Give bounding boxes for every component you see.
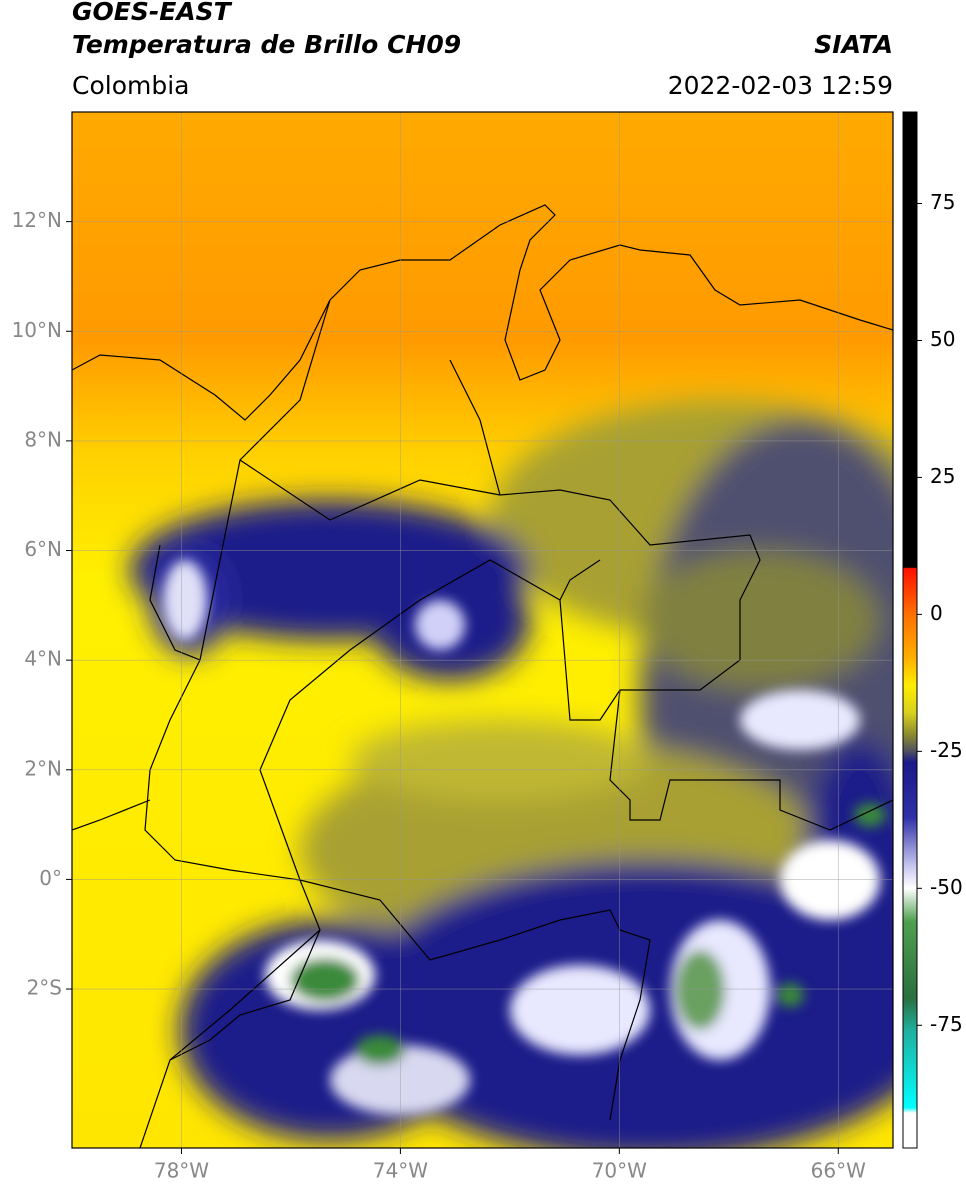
borders: [72, 204, 893, 1148]
graticule: [72, 112, 893, 1148]
y-tick-label: 2°S: [27, 976, 62, 1000]
y-tick-label: 12°N: [12, 208, 62, 232]
colorbar-tick-label: 75: [930, 190, 955, 214]
x-tick-label: 70°W: [592, 1159, 647, 1183]
source: SIATA: [814, 30, 893, 59]
x-tick-label: 66°W: [811, 1159, 866, 1183]
x-tick-label: 78°W: [154, 1159, 209, 1183]
colorbar-tick-label: -75: [930, 1012, 963, 1036]
datetime: 2022-02-03 12:59: [668, 71, 893, 100]
colorbar-tick-label: 25: [930, 464, 955, 488]
subtitle: Temperatura de Brillo CH09: [72, 30, 461, 59]
y-tick-label: 10°N: [12, 318, 62, 342]
imagery: [72, 112, 893, 1148]
y-tick-label: 8°N: [24, 427, 62, 451]
y-tick-label: 2°N: [24, 756, 62, 780]
colorbar-tick-label: -50: [930, 875, 963, 899]
y-tick-label: 0°: [39, 866, 62, 890]
cloud-tops: [163, 560, 886, 1115]
y-tick-label: 4°N: [24, 647, 62, 671]
map-frame: [71, 111, 894, 1149]
y-tick-label: 6°N: [24, 537, 62, 561]
colorbar-tick-label: 50: [930, 327, 955, 351]
colorbar: [902, 111, 918, 1149]
colorbar-tick-label: 0: [930, 601, 943, 625]
region: Colombia: [72, 71, 189, 100]
x-tick-label: 74°W: [373, 1159, 428, 1183]
title: GOES-EAST: [72, 0, 233, 26]
colorbar-tick-label: -25: [930, 738, 963, 762]
